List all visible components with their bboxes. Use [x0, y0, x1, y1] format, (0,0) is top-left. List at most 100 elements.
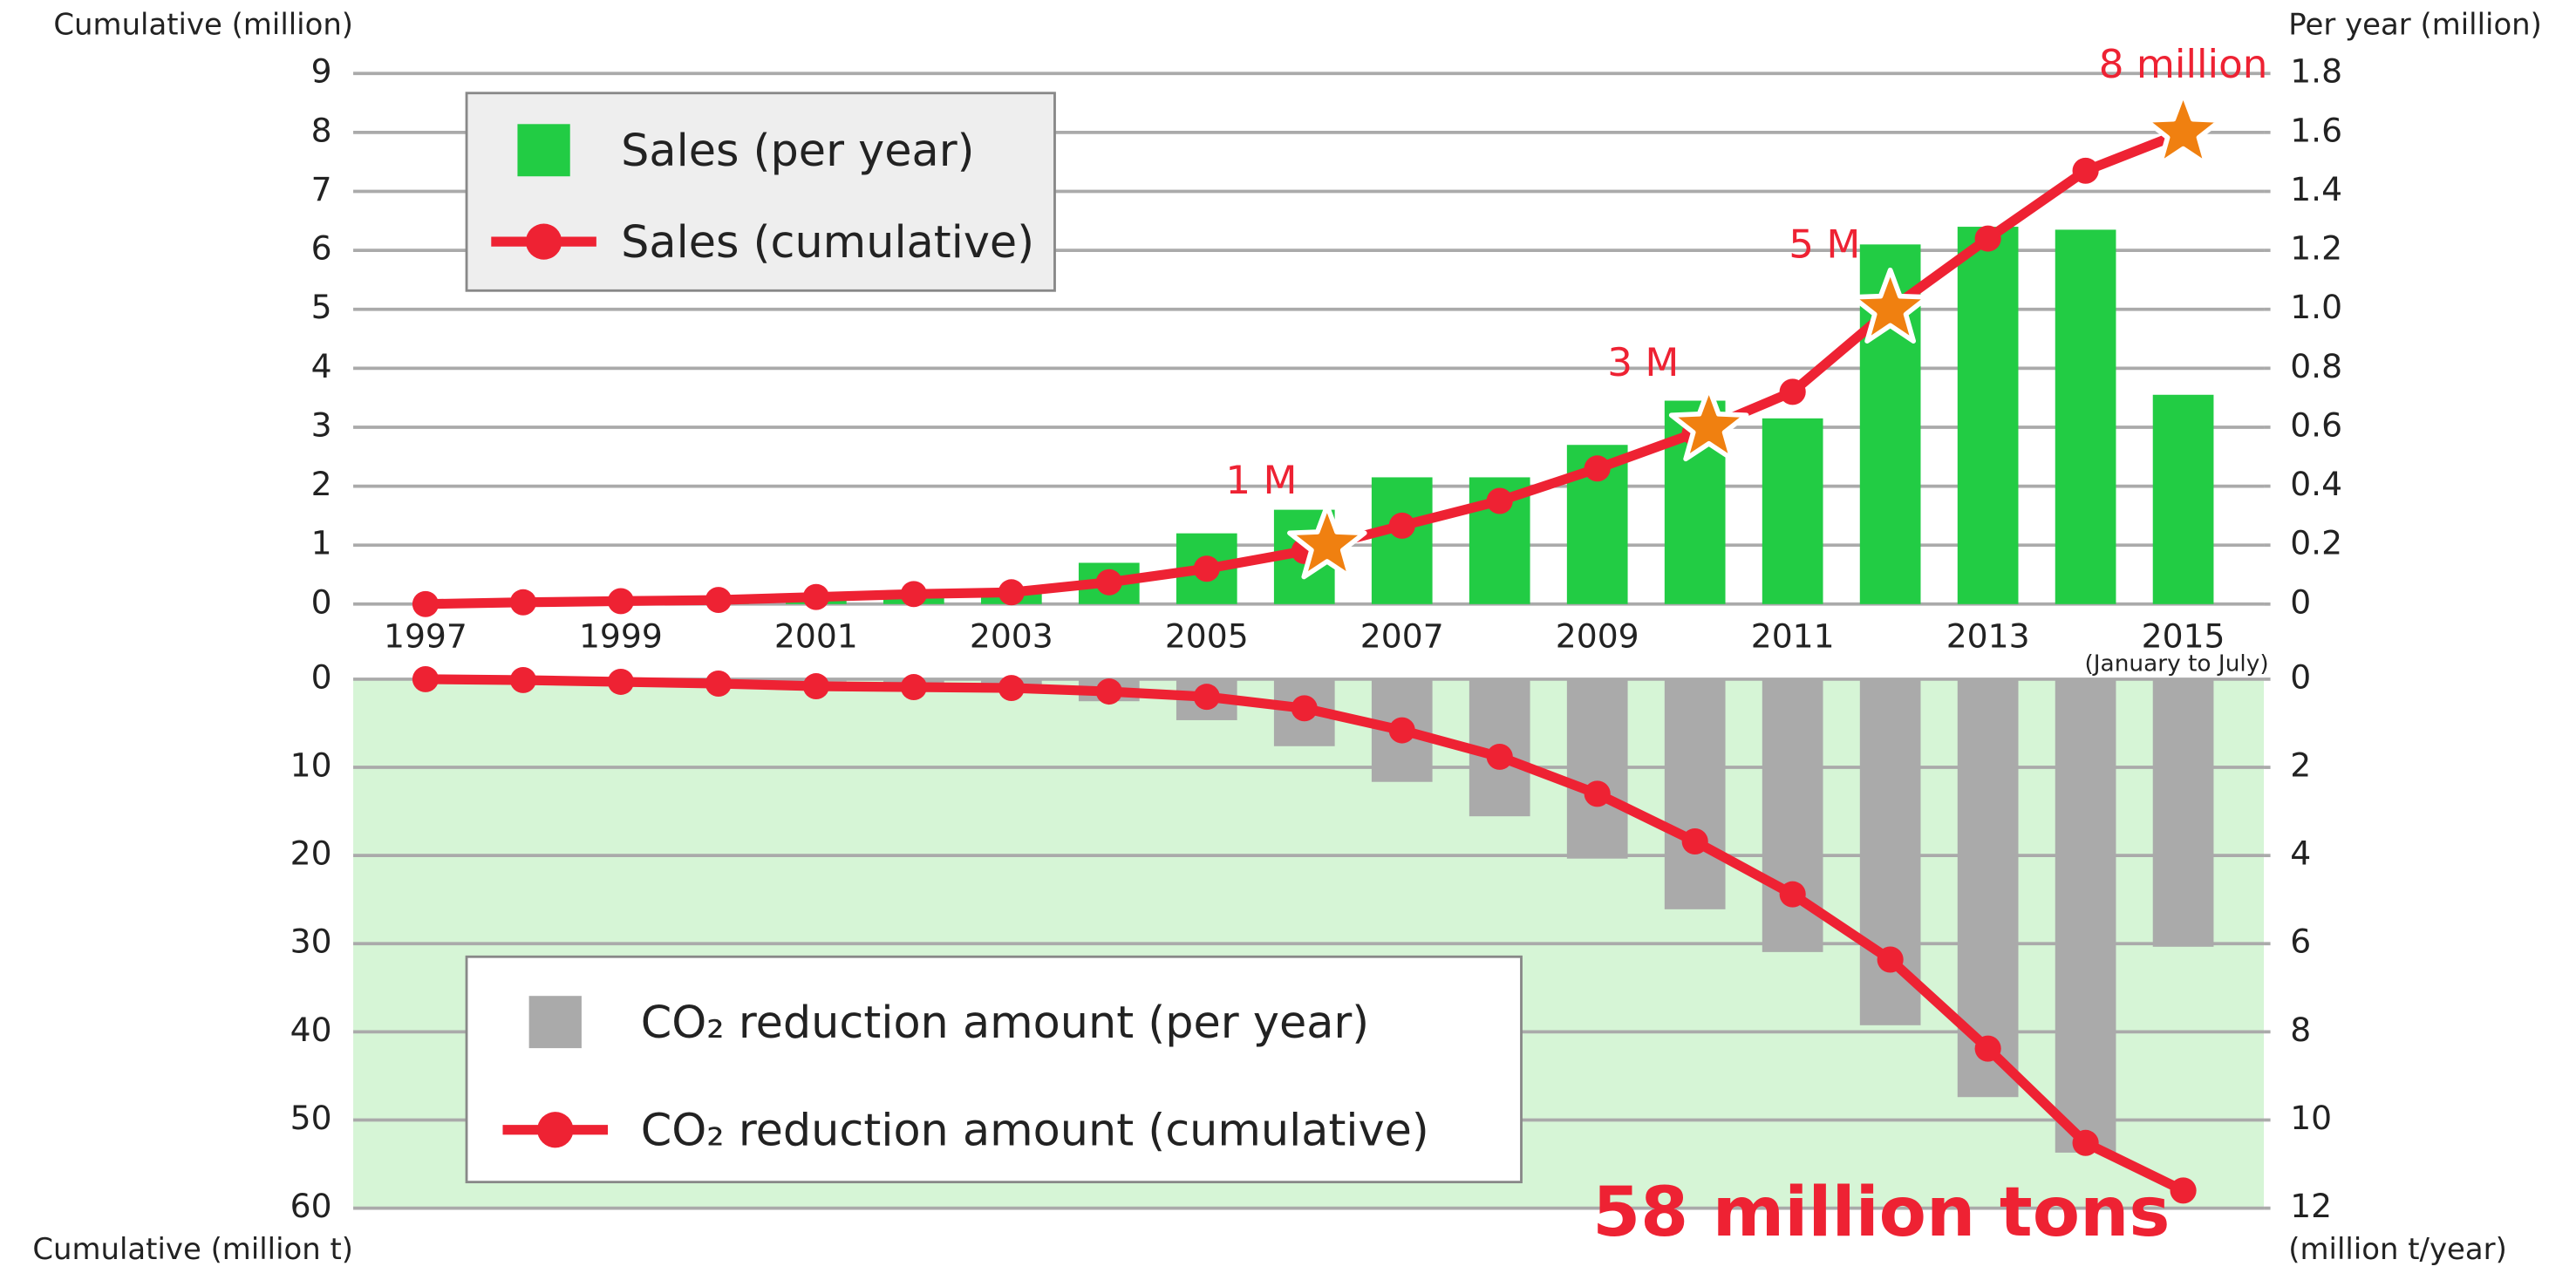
line-point	[2072, 157, 2099, 184]
milestone-star	[1287, 503, 1367, 580]
y2-tick-label: 1.4	[2290, 170, 2342, 208]
y-tick-label: 2	[311, 465, 332, 503]
line-point	[412, 665, 440, 692]
y-axis-label: Cumulative (million t)	[32, 1232, 353, 1266]
y-tick-label: 5	[311, 288, 332, 326]
x-tick-label: 1999	[579, 617, 663, 656]
y2-tick-label: 0.2	[2290, 524, 2342, 562]
line-point	[1877, 946, 1904, 973]
y-axis-label: Cumulative (million)	[53, 8, 353, 42]
y2-tick-label: 1.6	[2290, 111, 2342, 149]
y2-tick-label: 1.8	[2290, 52, 2342, 91]
bar	[1566, 678, 1628, 859]
y-tick-label: 0	[311, 658, 332, 697]
y2-tick-label: 12	[2290, 1187, 2332, 1225]
note: (January to July)	[2084, 651, 2268, 677]
line-point	[998, 675, 1025, 702]
milestone-label: 3 M	[1607, 339, 1679, 385]
y2-tick-label: 1.2	[2290, 229, 2342, 268]
line-point	[1779, 881, 1806, 908]
y-tick-label: 4	[311, 347, 332, 385]
line-point	[509, 666, 536, 693]
x-tick-label: 2003	[970, 617, 1053, 656]
line-point	[802, 583, 829, 610]
y-tick-label: 50	[290, 1099, 332, 1137]
y-tick-label: 40	[290, 1011, 332, 1049]
line-point	[509, 589, 536, 616]
line-point	[2072, 1129, 2099, 1156]
line-point	[1681, 828, 1708, 854]
y2-tick-label: 6	[2290, 923, 2311, 961]
line-point	[2170, 1177, 2197, 1204]
x-tick-label: 1997	[384, 617, 467, 656]
line-point	[412, 590, 440, 617]
bar	[2055, 229, 2116, 604]
line-point	[607, 588, 634, 615]
x-tick-label: 2013	[1946, 617, 2030, 656]
legend-label: Sales (cumulative)	[621, 216, 1034, 268]
y-tick-label: 6	[311, 229, 332, 268]
y2-tick-label: 10	[2290, 1099, 2332, 1137]
milestone-label: 8 million	[2099, 41, 2268, 87]
x-tick-label: 2007	[1360, 617, 1444, 656]
y2-tick-label: 0	[2290, 658, 2311, 697]
milestone-label: 1 M	[1225, 457, 1297, 503]
x-tick-label: 2011	[1751, 617, 1835, 656]
line-point	[1193, 684, 1220, 711]
bar	[2152, 678, 2214, 947]
y-tick-label: 10	[290, 746, 332, 785]
legend-swatch	[517, 124, 570, 177]
milestone-star	[2143, 91, 2224, 167]
x-tick-label: 2005	[1165, 617, 1249, 656]
y2-tick-label: 8	[2290, 1011, 2311, 1049]
line-point	[1974, 225, 2001, 252]
y2-tick-label: 0.6	[2290, 406, 2342, 445]
y2-axis-label: (million t/year)	[2288, 1232, 2506, 1266]
y-tick-label: 8	[311, 111, 332, 149]
legend-swatch	[528, 996, 582, 1049]
line-point	[1193, 555, 1220, 582]
bar	[1957, 227, 2019, 604]
line-point	[1095, 569, 1122, 596]
line-point	[705, 671, 732, 697]
bar	[1664, 678, 1726, 909]
y2-tick-label: 4	[2290, 834, 2311, 873]
y2-tick-label: 1.0	[2290, 288, 2342, 326]
line-point	[1584, 780, 1611, 807]
line-point	[802, 673, 829, 700]
bar	[2055, 678, 2116, 1153]
milestone-star	[1850, 267, 1931, 344]
line-point	[705, 587, 732, 614]
line-point	[1974, 1035, 2001, 1062]
y-tick-label: 60	[290, 1187, 332, 1225]
bar	[1762, 418, 1823, 604]
legend-marker	[525, 223, 562, 260]
y-tick-label: 0	[311, 582, 332, 621]
y2-tick-label: 0.8	[2290, 347, 2342, 385]
x-tick-label: 2015	[2142, 617, 2225, 656]
legend-marker	[537, 1112, 574, 1148]
line-point	[900, 581, 927, 608]
y-tick-label: 9	[311, 52, 332, 91]
x-tick-label: 2009	[1556, 617, 1639, 656]
x-tick-label: 2001	[774, 617, 858, 656]
line-point	[998, 579, 1025, 606]
line-point	[607, 668, 634, 695]
bar	[2152, 394, 2214, 604]
legend-label: CO₂ reduction amount (cumulative)	[641, 1105, 1429, 1156]
milestone-label: 5 M	[1789, 221, 1860, 268]
y2-tick-label: 0	[2290, 582, 2311, 621]
total-label: 58 million tons	[1592, 1172, 2170, 1252]
y-tick-label: 20	[290, 834, 332, 873]
line-point	[1779, 378, 1806, 405]
y2-axis-label: Per year (million)	[2288, 8, 2542, 42]
y2-tick-label: 2	[2290, 746, 2311, 785]
milestone-star	[1668, 385, 1749, 462]
y-tick-label: 1	[311, 524, 332, 562]
y2-tick-label: 0.4	[2290, 465, 2342, 503]
line-point	[1584, 455, 1611, 482]
legend-label: CO₂ reduction amount (per year)	[641, 997, 1369, 1048]
legend-label: Sales (per year)	[621, 125, 974, 176]
line-point	[1095, 678, 1122, 705]
